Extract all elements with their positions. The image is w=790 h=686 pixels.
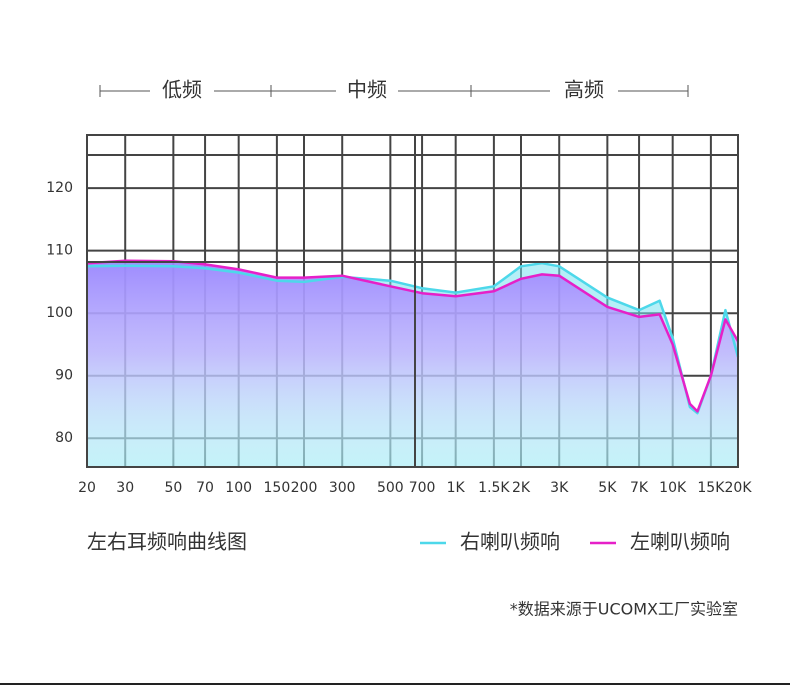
x-tick-label: 5K: [598, 480, 617, 496]
x-tick-label: 500: [377, 480, 404, 496]
plot-area: [86, 135, 740, 467]
x-tick-label: 150: [264, 480, 291, 496]
y-tick-label: 110: [46, 243, 73, 259]
y-tick-label: 120: [46, 180, 73, 196]
legend-label: 右喇叭频响: [460, 530, 560, 554]
x-tick-label: 20: [78, 480, 96, 496]
y-tick-label: 90: [55, 368, 73, 384]
x-tick-label: 7K: [630, 480, 649, 496]
line: [86, 259, 740, 413]
x-tick-label: 3K: [550, 480, 569, 496]
source-note: *数据来源于UCOMX工厂实验室: [510, 600, 738, 619]
x-tick-label: 200: [291, 480, 318, 496]
area: [87, 260, 738, 467]
x-tick-label: 1K: [447, 480, 466, 496]
x-tick-label: 700: [409, 480, 436, 496]
line: [86, 261, 740, 415]
y-tick-label: 100: [46, 305, 73, 321]
x-tick-label: 300: [329, 480, 356, 496]
x-tick-label: 1.5K: [478, 480, 510, 496]
x-tick-label: 100: [225, 480, 252, 496]
y-tick-label: 80: [55, 430, 73, 446]
x-tick-label: 2K: [512, 480, 531, 496]
chart-title: 左右耳频响曲线图: [87, 530, 247, 554]
band-rulers: [99, 85, 689, 97]
frame: [86, 134, 739, 468]
x-tick-label: 15K: [697, 480, 725, 496]
band-label: 低频: [162, 78, 202, 102]
x-tick-label: 10K: [659, 480, 687, 496]
x-tick-label: 20K: [725, 480, 753, 496]
band-label: 高频: [564, 78, 604, 102]
legend-label: 左喇叭频响: [630, 530, 730, 554]
x-tick-label: 30: [116, 480, 134, 496]
x-tick-label: 70: [196, 480, 214, 496]
x-tick-label: 50: [164, 480, 182, 496]
band-label: 中频: [347, 78, 387, 102]
